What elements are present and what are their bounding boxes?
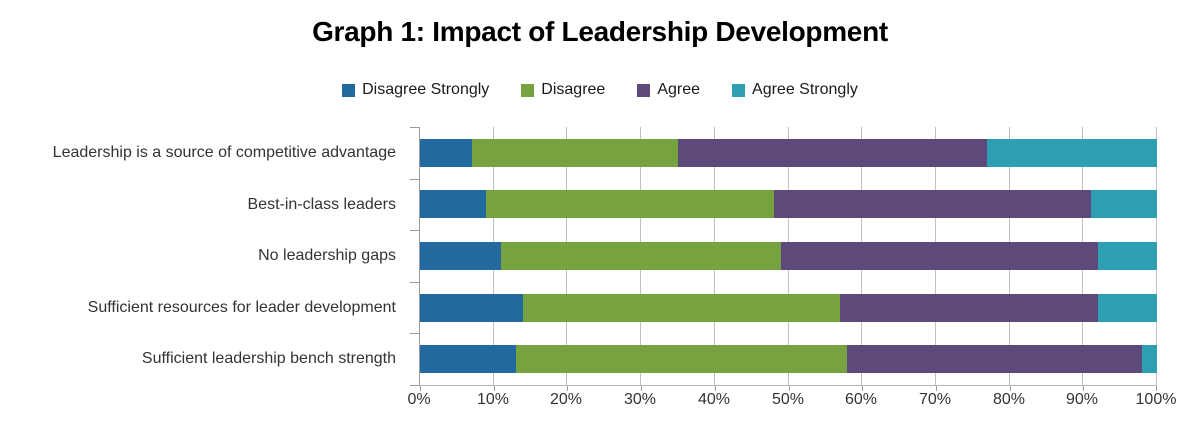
x-axis-tick	[1156, 386, 1157, 391]
category-axis-labels: Leadership is a source of competitive ad…	[0, 127, 404, 385]
x-tick-label: 80%	[992, 391, 1026, 408]
x-axis-tick	[493, 386, 495, 391]
x-tick-label: 70%	[918, 391, 952, 408]
bar-segment-disagree-strongly	[420, 242, 502, 270]
bar-segment-disagree	[471, 139, 678, 167]
legend-item: Agree	[637, 81, 700, 99]
legend-label: Disagree	[541, 81, 606, 98]
bar-row	[420, 294, 1157, 322]
bar-segment-agree	[781, 242, 1099, 270]
legend-item: Agree Strongly	[732, 81, 858, 99]
bar-segment-disagree	[501, 242, 782, 270]
x-tick-label: 60%	[844, 391, 878, 408]
y-axis-tick	[410, 179, 419, 180]
y-axis-tick	[410, 127, 419, 128]
legend-swatch	[637, 83, 651, 97]
bar-segment-agree-strongly	[1098, 294, 1157, 322]
bar-segment-disagree	[515, 345, 848, 373]
x-tick-label: 20%	[549, 391, 583, 408]
bar-row	[420, 345, 1157, 373]
x-tick-label: 0%	[407, 391, 431, 408]
x-tick-label: 90%	[1065, 391, 1099, 408]
value-axis-labels: 0% 10% 20% 30% 40% 50% 60% 70% 80% 90% 100%	[0, 391, 1200, 413]
legend-label: Disagree Strongly	[362, 81, 490, 98]
bar-segment-agree	[677, 139, 988, 167]
plot-area	[410, 127, 1157, 391]
y-axis-tick	[410, 385, 419, 386]
x-tick-label: 50%	[771, 391, 805, 408]
category-label: Sufficient leadership bench strength	[141, 350, 396, 367]
bar-row	[420, 242, 1157, 270]
bar-segment-agree-strongly	[1098, 242, 1157, 270]
x-axis-tick	[641, 386, 643, 391]
category-label: No leadership gaps	[258, 247, 396, 264]
legend-item: Disagree Strongly	[342, 81, 489, 99]
x-axis-tick	[420, 386, 421, 391]
x-tick-label: 40%	[697, 391, 731, 408]
x-axis-tick	[567, 386, 569, 391]
x-axis-tick	[935, 386, 937, 391]
x-tick-label: 100%	[1135, 391, 1177, 408]
legend-swatch	[521, 83, 535, 97]
x-tick-label: 30%	[623, 391, 657, 408]
y-axis-tick	[410, 333, 419, 334]
chart-legend: Disagree Strongly Disagree Agree Agree Stro…	[0, 81, 1200, 99]
x-axis-tick	[1083, 386, 1085, 391]
bar-segment-agree-strongly	[1090, 190, 1157, 218]
bar-segment-disagree-strongly	[420, 139, 472, 167]
bar-segment-disagree	[523, 294, 841, 322]
bar-segment-disagree-strongly	[420, 190, 487, 218]
legend-label: Agree Strongly	[752, 81, 858, 98]
bar-segment-agree	[847, 345, 1143, 373]
x-axis-tick	[862, 386, 864, 391]
category-label: Leadership is a source of competitive ad…	[52, 144, 396, 161]
y-axis-tick	[410, 230, 419, 231]
bar-row	[420, 139, 1157, 167]
bar-segment-disagree	[486, 190, 774, 218]
y-axis-tick	[410, 282, 419, 283]
legend-item: Disagree	[521, 81, 605, 99]
category-label: Sufficient resources for leader developm…	[87, 299, 396, 316]
legend-swatch	[732, 83, 746, 97]
chart-title: Graph 1: Impact of Leadership Developmen…	[312, 16, 888, 47]
bar-segment-disagree-strongly	[420, 345, 516, 373]
x-axis-tick	[788, 386, 790, 391]
legend-label: Agree	[657, 81, 701, 98]
bar-segment-agree	[773, 190, 1091, 218]
bar-segment-agree-strongly	[1142, 345, 1157, 373]
bar-segment-agree-strongly	[987, 139, 1157, 167]
category-label: Best-in-class leaders	[247, 196, 397, 213]
x-axis-tick	[714, 386, 716, 391]
bar-segment-disagree-strongly	[420, 294, 524, 322]
legend-swatch	[342, 83, 356, 97]
bar-row	[420, 190, 1157, 218]
x-axis-tick	[1009, 386, 1011, 391]
x-tick-label: 10%	[476, 391, 510, 408]
bar-segment-agree	[840, 294, 1099, 322]
